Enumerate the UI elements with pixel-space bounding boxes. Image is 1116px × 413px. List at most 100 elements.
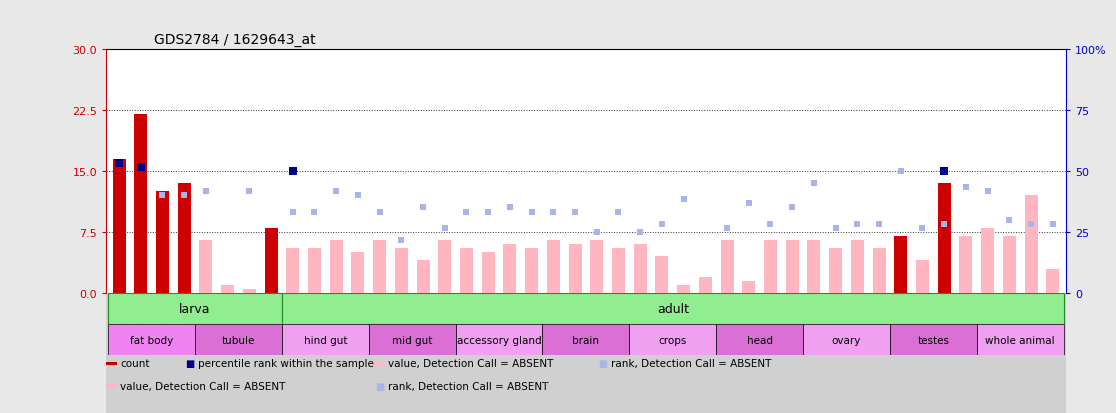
Bar xyxy=(634,244,646,293)
Point xyxy=(393,237,411,244)
Point xyxy=(914,225,932,232)
Bar xyxy=(629,324,716,355)
Bar xyxy=(894,236,907,293)
Bar xyxy=(200,240,212,293)
Text: accessory gland: accessory gland xyxy=(456,335,541,345)
Point xyxy=(283,168,301,175)
Bar xyxy=(106,293,1066,413)
Bar xyxy=(395,249,407,293)
Bar xyxy=(329,240,343,293)
Text: head: head xyxy=(747,335,772,345)
Text: larva: larva xyxy=(180,302,211,315)
Point xyxy=(653,221,671,228)
Point xyxy=(609,209,627,215)
Bar xyxy=(981,228,994,293)
Bar xyxy=(960,236,972,293)
Point xyxy=(132,164,150,171)
Bar xyxy=(568,244,581,293)
Bar xyxy=(1003,236,1016,293)
Text: rank, Detection Call = ABSENT: rank, Detection Call = ABSENT xyxy=(388,381,549,391)
Point xyxy=(588,229,606,235)
Bar xyxy=(807,240,820,293)
Point xyxy=(198,188,215,195)
Point xyxy=(327,188,345,195)
Bar xyxy=(503,244,517,293)
Point xyxy=(175,192,193,199)
Point xyxy=(522,209,540,215)
Bar xyxy=(282,324,368,355)
Text: value, Detection Call = ABSENT: value, Detection Call = ABSENT xyxy=(121,381,286,391)
Point xyxy=(632,229,650,235)
Bar xyxy=(134,114,147,293)
Bar xyxy=(547,240,560,293)
Bar xyxy=(655,256,668,293)
Bar xyxy=(721,240,733,293)
Bar xyxy=(889,324,976,355)
Text: fat body: fat body xyxy=(129,335,173,345)
Bar xyxy=(156,192,169,293)
Bar xyxy=(937,183,951,293)
Bar xyxy=(1046,269,1059,293)
Bar xyxy=(542,324,629,355)
Bar xyxy=(804,324,889,355)
Bar xyxy=(308,249,321,293)
Point xyxy=(740,201,758,207)
Bar xyxy=(221,285,234,293)
Bar xyxy=(368,324,455,355)
Text: whole animal: whole animal xyxy=(985,335,1055,345)
Point xyxy=(675,197,693,203)
Text: hind gut: hind gut xyxy=(304,335,347,345)
Bar xyxy=(829,249,843,293)
Point xyxy=(240,188,258,195)
Point xyxy=(935,221,953,228)
Bar xyxy=(786,240,799,293)
Point xyxy=(545,209,562,215)
Point xyxy=(306,209,324,215)
Bar xyxy=(460,249,473,293)
Point xyxy=(501,204,519,211)
Bar xyxy=(243,289,256,293)
Point xyxy=(979,188,997,195)
Bar xyxy=(108,324,195,355)
Point xyxy=(935,168,953,175)
Bar xyxy=(677,285,690,293)
Text: adult: adult xyxy=(656,302,689,315)
Bar xyxy=(286,249,299,293)
Text: rank, Detection Call = ABSENT: rank, Detection Call = ABSENT xyxy=(612,358,772,368)
Point xyxy=(349,192,367,199)
Point xyxy=(870,221,888,228)
Point xyxy=(827,225,845,232)
Bar xyxy=(764,240,777,293)
Bar xyxy=(590,240,604,293)
Point xyxy=(154,192,172,199)
Text: value, Detection Call = ABSENT: value, Detection Call = ABSENT xyxy=(388,358,554,368)
Bar xyxy=(439,240,451,293)
Bar xyxy=(716,324,804,355)
Text: brain: brain xyxy=(573,335,599,345)
Bar xyxy=(416,261,430,293)
Point xyxy=(414,204,432,211)
Point xyxy=(805,180,822,187)
Bar xyxy=(612,249,625,293)
Bar xyxy=(108,293,282,324)
Bar xyxy=(177,183,191,293)
Bar xyxy=(195,324,282,355)
Text: percentile rank within the sample: percentile rank within the sample xyxy=(199,358,374,368)
Bar xyxy=(699,277,712,293)
Bar xyxy=(373,240,386,293)
Text: crops: crops xyxy=(658,335,687,345)
Text: count: count xyxy=(121,358,150,368)
Bar xyxy=(455,324,542,355)
Text: ■: ■ xyxy=(185,358,194,368)
Point xyxy=(1043,221,1061,228)
Bar xyxy=(526,249,538,293)
Point xyxy=(371,209,388,215)
Bar xyxy=(482,253,494,293)
Point xyxy=(458,209,475,215)
Point xyxy=(479,209,497,215)
Text: mid gut: mid gut xyxy=(392,335,432,345)
Point xyxy=(283,209,301,215)
Text: tubule: tubule xyxy=(222,335,256,345)
Bar xyxy=(282,293,1064,324)
Bar xyxy=(1024,196,1038,293)
